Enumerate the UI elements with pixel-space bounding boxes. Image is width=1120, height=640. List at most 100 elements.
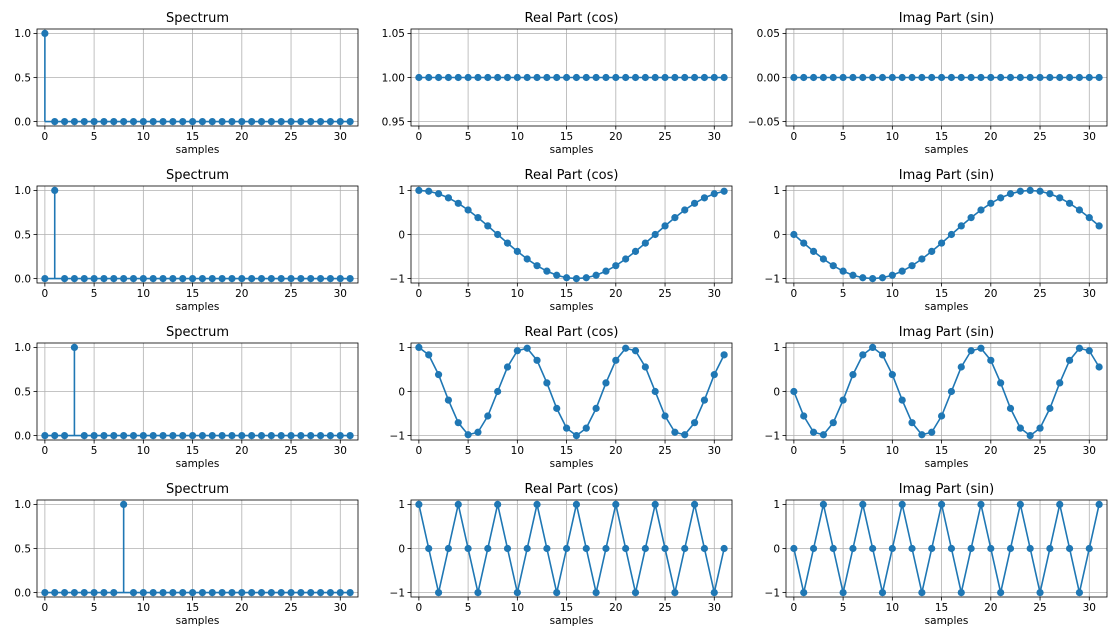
x-tick-label: 20 — [609, 131, 622, 143]
x-tick-label: 15 — [560, 131, 573, 143]
x-tick-label: 20 — [984, 131, 997, 143]
data-point — [888, 73, 896, 82]
data-point — [819, 431, 828, 439]
data-point — [434, 588, 443, 597]
data-point — [829, 262, 837, 270]
y-tick-label: −1 — [765, 273, 780, 285]
y-tick-label: 0 — [773, 386, 780, 398]
data-point — [188, 431, 197, 440]
data-point — [1075, 344, 1084, 352]
data-point — [898, 500, 906, 509]
data-point — [474, 214, 482, 222]
data-point — [819, 73, 828, 82]
data-point — [51, 186, 59, 195]
data-point — [1046, 190, 1054, 198]
data-point — [957, 588, 965, 597]
data-point — [159, 431, 167, 440]
y-tick-label: 0.0 — [14, 273, 31, 285]
data-point — [543, 267, 551, 275]
data-point — [110, 431, 118, 440]
data-point — [1075, 73, 1084, 82]
x-tick-label: 30 — [1083, 131, 1096, 143]
data-point — [60, 431, 69, 440]
data-point — [513, 73, 521, 82]
x-tick-label: 10 — [886, 288, 899, 300]
y-tick-label: −1 — [765, 430, 780, 442]
y-tick-label: 1.0 — [14, 185, 31, 197]
panel-title: Spectrum — [166, 482, 229, 497]
data-point — [129, 117, 138, 126]
data-point — [218, 431, 226, 440]
data-point — [829, 419, 837, 427]
data-point — [592, 271, 600, 279]
x-tick-label: 25 — [284, 445, 297, 457]
data-point — [859, 500, 867, 509]
data-point — [1016, 187, 1024, 195]
data-point — [937, 412, 946, 420]
y-tick-label: 1.00 — [382, 72, 405, 84]
data-point — [277, 117, 285, 126]
data-point — [494, 73, 502, 82]
data-point — [336, 431, 344, 440]
data-point — [41, 29, 49, 38]
panel-2-2: 0 5 10 15 20 25 30 −1 0 1 Imag Part (sin) samples — [765, 325, 1108, 470]
panel-0-1: 0 5 10 15 20 25 30 0.95 1.00 1.05 Real Part (cos) s… — [382, 11, 733, 156]
data-point — [671, 588, 679, 597]
x-tick-label: 10 — [511, 288, 524, 300]
data-point — [888, 544, 896, 553]
x-tick-label: 10 — [511, 131, 524, 143]
data-point — [90, 431, 98, 440]
data-point — [997, 73, 1005, 82]
x-axis-label: samples — [550, 615, 594, 627]
data-point — [562, 424, 571, 432]
x-tick-label: 10 — [511, 602, 524, 614]
data-point — [1056, 194, 1064, 202]
data-point — [790, 73, 798, 82]
data-point — [208, 117, 216, 126]
x-tick-label: 20 — [609, 288, 622, 300]
data-point — [346, 431, 354, 440]
data-point — [947, 387, 956, 396]
data-point — [218, 274, 226, 283]
y-tick-label: 1 — [773, 185, 780, 197]
data-point — [120, 274, 128, 283]
y-tick-label: −1 — [390, 273, 405, 285]
data-point — [228, 431, 236, 440]
data-point — [287, 431, 295, 440]
data-point — [248, 588, 256, 597]
x-axis-label: samples — [176, 458, 220, 470]
data-point — [898, 267, 906, 275]
x-axis-label: samples — [925, 615, 969, 627]
y-tick-label: 0.0 — [14, 116, 31, 128]
y-tick-label: 1 — [773, 342, 780, 354]
data-point — [257, 588, 266, 597]
data-point — [1026, 73, 1034, 82]
data-point — [464, 544, 472, 553]
x-tick-label: 15 — [186, 288, 199, 300]
panel-3-2: 0 5 10 15 20 25 30 −1 0 1 Imag Part (sin) samples — [765, 482, 1108, 627]
x-tick-label: 15 — [560, 288, 573, 300]
data-point — [839, 588, 847, 597]
data-point — [839, 396, 847, 404]
y-tick-label: 0 — [398, 386, 405, 398]
x-tick-label: 0 — [791, 131, 798, 143]
x-axis-label: samples — [550, 458, 594, 470]
panel-1-1: 0 5 10 15 20 25 30 −1 0 1 Real Part (cos) samples — [390, 168, 733, 313]
x-tick-label: 5 — [465, 131, 472, 143]
x-tick-label: 25 — [658, 131, 671, 143]
x-tick-label: 25 — [1033, 445, 1046, 457]
data-point — [533, 500, 541, 509]
x-tick-label: 25 — [658, 288, 671, 300]
data-point — [129, 588, 138, 597]
data-point — [869, 544, 877, 553]
x-tick-label: 20 — [235, 445, 248, 457]
panel-title: Real Part (cos) — [525, 482, 619, 497]
data-point — [179, 117, 187, 126]
data-point — [602, 267, 610, 275]
y-tick-label: −1 — [390, 587, 405, 599]
x-axis-label: samples — [550, 301, 594, 313]
data-point — [316, 117, 325, 126]
data-point — [553, 588, 561, 597]
data-point — [1026, 431, 1034, 440]
data-point — [248, 274, 256, 283]
